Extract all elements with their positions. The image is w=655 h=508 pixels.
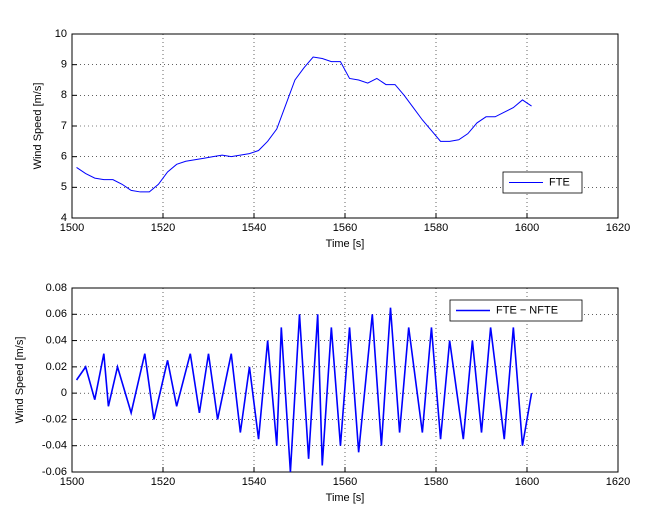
x-tick-label: 1620 [606, 476, 630, 488]
y-tick-label: 6 [61, 151, 67, 163]
x-tick-label: 1500 [60, 222, 84, 234]
y-tick-label: 0.08 [46, 282, 67, 294]
y-tick-label: 10 [55, 28, 67, 40]
x-tick-label: 1500 [60, 476, 84, 488]
x-tick-label: 1580 [424, 222, 448, 234]
x-axis-label: Time [s] [326, 492, 365, 504]
x-tick-label: 1580 [424, 476, 448, 488]
y-tick-label: 4 [61, 212, 67, 224]
y-axis-label: Wind Speed [m/s] [32, 83, 44, 170]
y-tick-label: 5 [61, 181, 67, 193]
legend-label: FTE − NFTE [496, 304, 558, 316]
y-tick-label: -0.02 [42, 413, 67, 425]
x-tick-label: 1520 [151, 222, 175, 234]
y-tick-label: -0.04 [42, 440, 67, 452]
y-tick-label: 9 [61, 59, 67, 71]
y-tick-label: -0.06 [42, 466, 67, 478]
y-axis-label: Wind Speed [m/s] [14, 337, 26, 424]
y-tick-label: 0.04 [46, 334, 67, 346]
y-tick-label: 0.02 [46, 361, 67, 373]
x-tick-label: 1540 [242, 476, 266, 488]
y-tick-label: 0.06 [46, 308, 67, 320]
axes-frame [71, 33, 619, 219]
axes-frame [71, 287, 619, 473]
x-tick-label: 1600 [515, 476, 539, 488]
x-tick-label: 1620 [606, 222, 630, 234]
legend-label: FTE [549, 176, 570, 188]
x-tick-label: 1540 [242, 222, 266, 234]
x-tick-label: 1560 [333, 476, 357, 488]
data-line [76, 56, 532, 193]
y-tick-label: 8 [61, 89, 67, 101]
y-tick-label: 0 [61, 387, 67, 399]
x-axis-label: Time [s] [326, 238, 365, 250]
y-tick-label: 7 [61, 120, 67, 132]
x-tick-label: 1560 [333, 222, 357, 234]
x-tick-label: 1600 [515, 222, 539, 234]
legend-box [449, 299, 583, 322]
x-tick-label: 1520 [151, 476, 175, 488]
data-line [75, 307, 533, 473]
